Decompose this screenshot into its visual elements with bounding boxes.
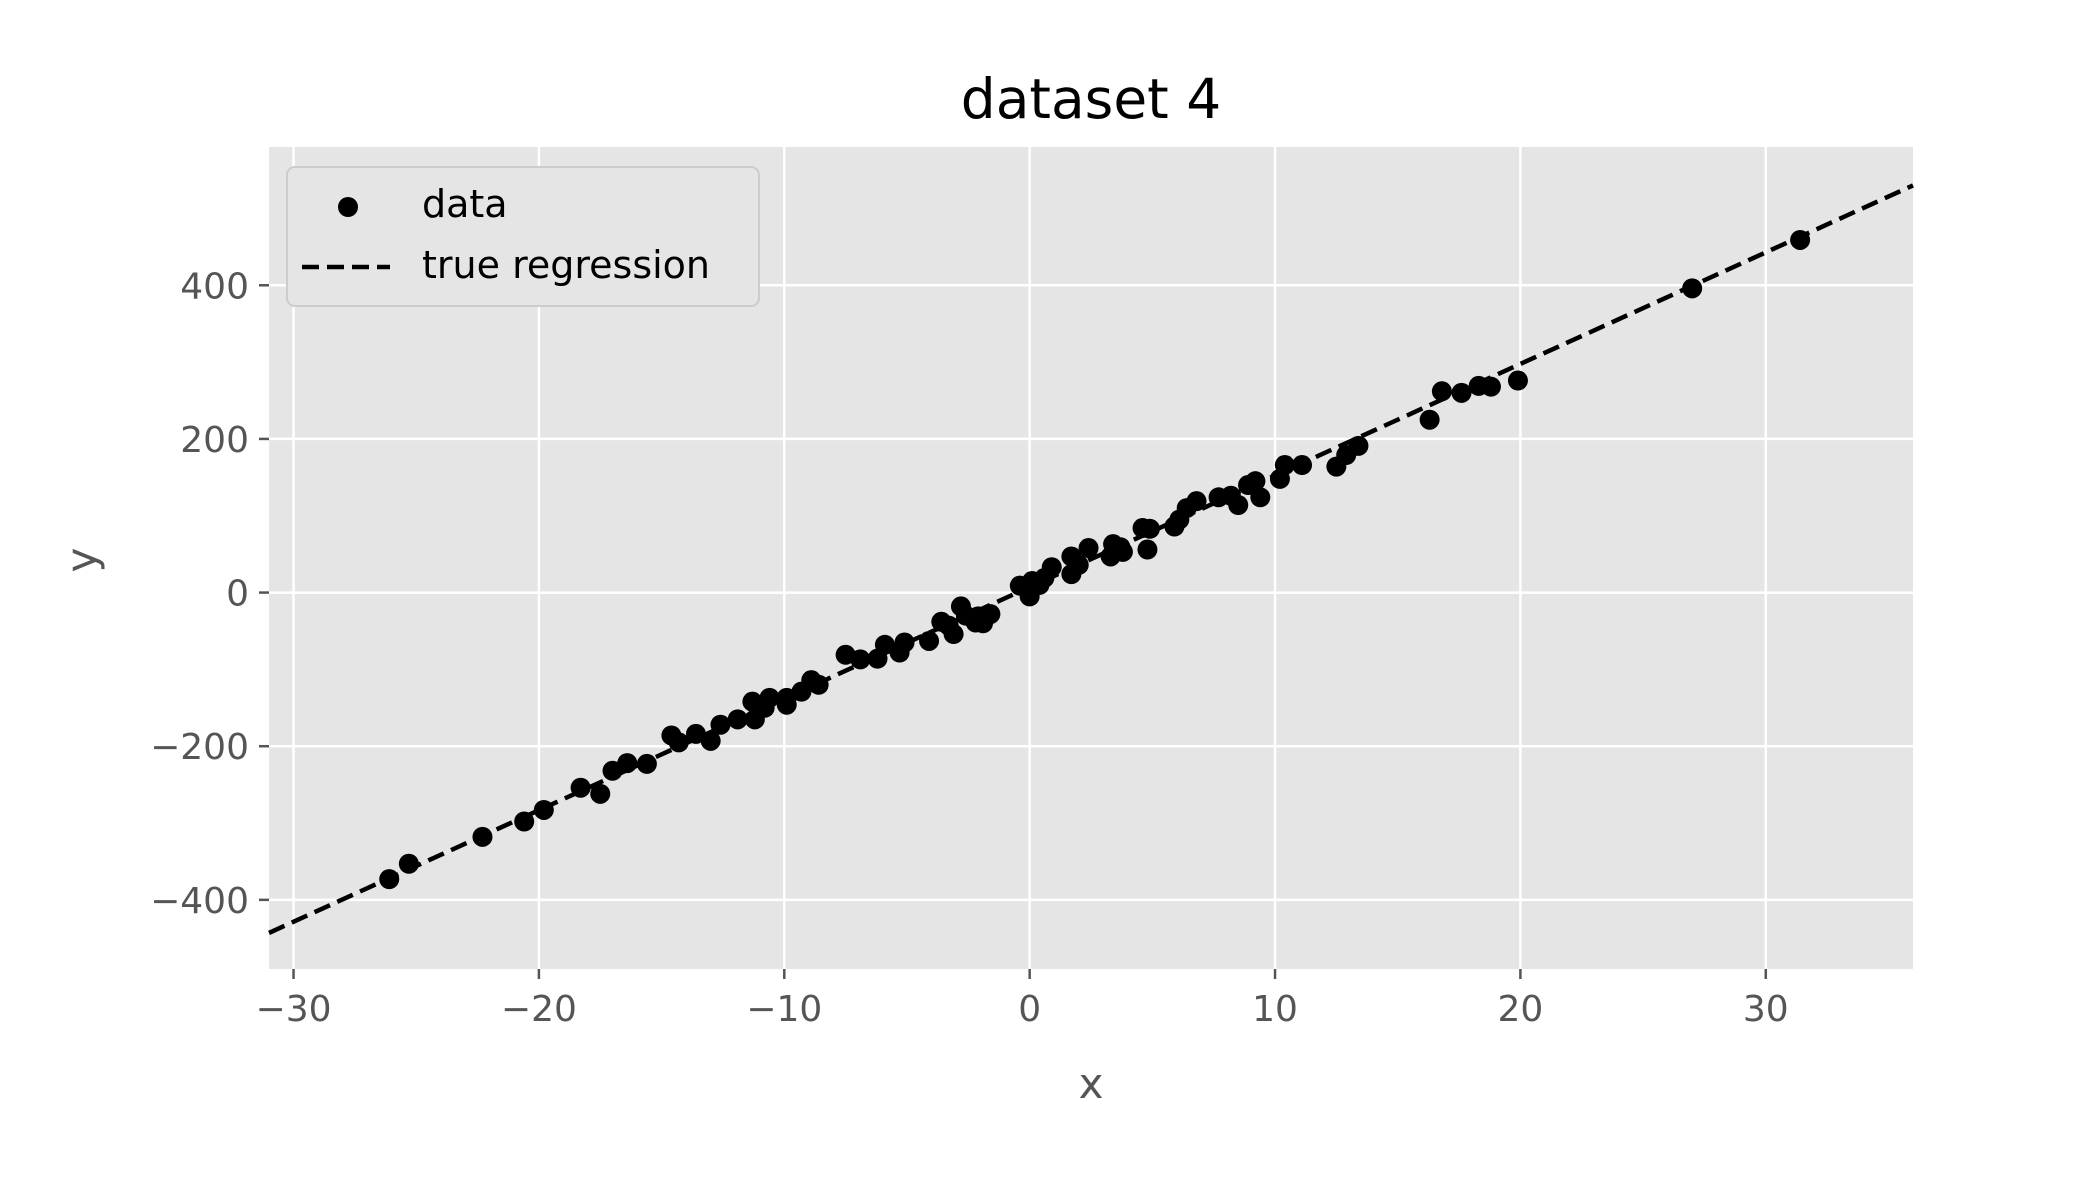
y-axis-label: y xyxy=(57,548,106,573)
data-point xyxy=(700,730,721,751)
y-tick-label: 400 xyxy=(180,266,249,307)
data-point xyxy=(1790,229,1811,250)
y-tick-label: −400 xyxy=(150,881,249,922)
data-point xyxy=(1186,491,1207,512)
data-point xyxy=(1041,557,1062,578)
x-axis-label: x xyxy=(1079,1059,1104,1108)
chart-title: dataset 4 xyxy=(961,67,1221,131)
data-point xyxy=(1480,376,1501,397)
data-point xyxy=(980,604,1001,625)
data-point xyxy=(894,632,915,653)
y-axis-ticks: −400 −200 0 200 400 xyxy=(150,266,269,922)
legend-box xyxy=(286,166,760,307)
legend-marker-data xyxy=(338,197,358,217)
data-point xyxy=(1451,382,1472,403)
data-points xyxy=(379,229,1811,890)
data-point xyxy=(943,624,964,645)
data-point xyxy=(590,783,611,804)
data-point xyxy=(1431,381,1452,402)
x-axis-ticks: −30 −20 −10 0 10 20 30 xyxy=(256,969,1789,1030)
data-point xyxy=(617,753,638,774)
data-point xyxy=(1137,539,1158,560)
data-point xyxy=(1250,487,1271,508)
x-tick-label: 20 xyxy=(1497,989,1543,1030)
legend-label-regression: true regression xyxy=(422,243,710,287)
data-point xyxy=(472,826,493,847)
y-tick-label: 0 xyxy=(226,574,249,615)
data-point xyxy=(874,634,895,655)
data-point xyxy=(636,753,657,774)
data-point xyxy=(379,869,400,890)
data-point xyxy=(514,811,535,832)
data-point xyxy=(759,687,780,708)
data-point xyxy=(919,630,940,651)
data-point xyxy=(533,799,554,820)
y-tick-label: 200 xyxy=(180,420,249,461)
x-tick-label: 0 xyxy=(1018,989,1041,1030)
data-point xyxy=(1419,409,1440,430)
data-point xyxy=(808,674,829,695)
data-point xyxy=(398,853,419,874)
x-tick-label: −30 xyxy=(256,989,332,1030)
data-point xyxy=(1245,471,1266,492)
y-tick-label: −200 xyxy=(150,727,249,768)
data-point xyxy=(1348,435,1369,456)
x-tick-label: 30 xyxy=(1743,989,1789,1030)
x-tick-label: −20 xyxy=(501,989,577,1030)
x-tick-label: 10 xyxy=(1252,989,1298,1030)
data-point xyxy=(1112,541,1133,562)
data-point xyxy=(727,709,748,730)
data-point xyxy=(668,732,689,753)
data-point xyxy=(1139,518,1160,539)
data-point xyxy=(1274,455,1295,476)
data-point xyxy=(1682,278,1703,299)
data-point xyxy=(1507,370,1528,391)
legend: data true regression xyxy=(286,166,760,307)
data-point xyxy=(1078,538,1099,559)
data-point xyxy=(602,760,623,781)
data-point xyxy=(1068,554,1089,575)
data-point xyxy=(570,777,591,798)
y-grid xyxy=(269,284,1913,902)
data-point xyxy=(710,714,731,735)
data-point xyxy=(1292,455,1313,476)
data-point xyxy=(1228,494,1249,515)
data-point xyxy=(850,649,871,670)
x-tick-label: −10 xyxy=(746,989,822,1030)
legend-label-data: data xyxy=(422,182,508,226)
